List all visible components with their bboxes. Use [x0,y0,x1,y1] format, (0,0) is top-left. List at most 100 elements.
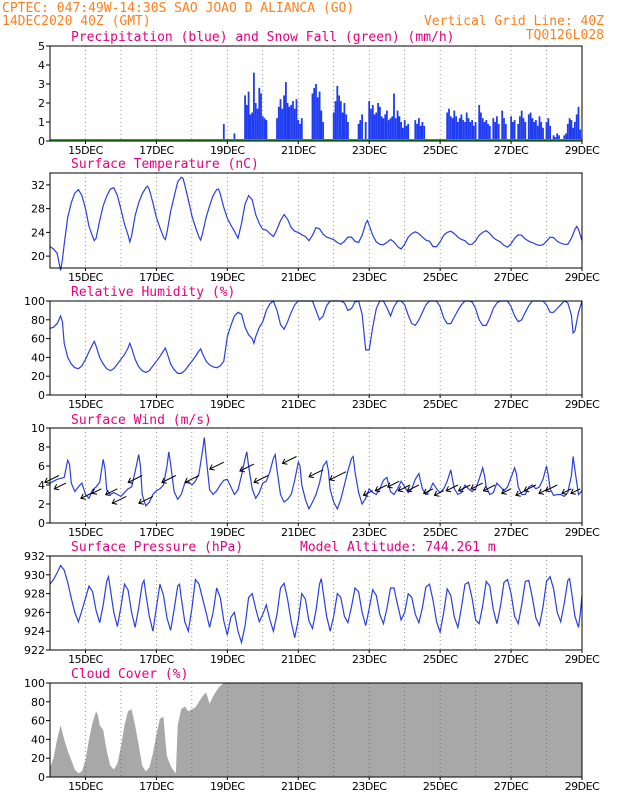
wind-arrow [80,492,93,500]
model-altitude-label: Model Altitude: 744.261 m [300,540,496,555]
wind-arrow [470,482,483,491]
temperature-panel: 20 24 28 32 15DEC 17DEC 19DEC 21DEC 23DEC 25DEC 27… [31,172,601,284]
precip-bar [570,120,573,141]
pressure-panel: 922 924 926 928 930 932 15DEC 17DEC 19DEC 21DEC 23… [24,550,601,666]
precip-bar [244,95,246,141]
precip-bar [575,114,578,141]
precip-bar [474,122,477,141]
wind-arrow-shaft [523,484,537,492]
precip-bar [556,133,559,141]
wind-arrow-head [329,475,335,482]
wind-arrow-shaft [138,495,154,504]
precip-bar [377,103,379,141]
precip-bar [465,112,468,141]
precip-bar [527,114,530,141]
precip-bar [451,118,454,141]
temperature-xtick-label: 15DEC [68,271,103,284]
precip-bar [222,123,225,141]
precip-bar [568,118,571,141]
precip-bar [260,93,262,141]
precip-bar [513,120,516,141]
precip-bar [448,108,450,141]
precip-bar [549,125,551,141]
precip-xtick-label: 19DEC [210,144,245,157]
precip-bar [464,122,466,141]
wind-arrow [406,484,420,493]
wind-arrow-head [523,486,530,493]
wind-arrow [422,488,434,495]
pressure-plot-area [50,556,582,650]
humidity-panel-title: Relative Humidity (%) [71,285,235,300]
precip-bar [359,120,362,141]
precip-bar [361,114,363,141]
wind-arrow [397,484,411,493]
humidity-frame [49,300,583,396]
precip-ytick-label: 3 [38,78,45,91]
cloud-frame [49,682,583,778]
precip-bar [384,114,387,141]
wind-arrow [362,490,373,497]
precip-bar [472,125,475,141]
precip-bar [538,116,541,141]
wind-arrow [523,484,537,493]
precip-bar [400,122,402,141]
pressure-ytick-label: 930 [24,569,45,582]
precip-bar [286,103,289,141]
precip-bar [249,114,252,141]
wind-arrow-head [374,486,381,493]
precip-bar [299,123,301,141]
precip-bar [285,82,287,141]
wind-ytick-label: 4 [38,479,45,492]
wind-ytick-label: 0 [38,517,45,530]
precip-bar [494,122,496,141]
wind-arrow [538,488,549,495]
wind-arrow-head [253,477,260,484]
precip-xtick-label: 17DEC [139,144,174,157]
temperature-plot-area [50,173,582,268]
humidity-xtick-label: 27DEC [494,398,529,411]
wind-arrow-shaft [54,482,67,490]
precip-bar [449,116,452,141]
wind-arrow [138,495,154,505]
wind-arrow [281,456,297,465]
wind-arrow-head [515,490,521,497]
cloud-ytick-label: 40 [31,733,45,746]
precip-bar [347,122,349,141]
pressure-xtick-label: 27DEC [494,653,529,666]
cloud-xtick-label: 19DEC [210,780,245,793]
wind-arrow [544,484,558,493]
pressure-ytick-label: 924 [24,625,45,638]
wind-arrow [386,480,400,489]
precip-bar [455,116,457,141]
precip-bar [457,122,459,141]
wind-arrow-head [538,488,544,495]
wind-arrow-head [308,471,315,479]
precip-bar [396,110,399,141]
wind-line [49,437,583,511]
wind-arrow-shaft [308,469,324,478]
temperature-panel-title: Surface Temperature (nC) [71,157,259,172]
precip-bar [379,106,381,141]
precip-panel: 0 1 2 3 4 5 15DEC 17DEC 19DEC 21DEC 23DEC 25DEC 27DE… [38,40,601,157]
header-run-time: 14DEC2020 40Z (GMT) [2,14,151,29]
precip-bar [387,120,390,141]
precip-bar [402,127,404,141]
cloud-ytick-label: 0 [38,771,45,784]
temperature-ytick-label: 24 [31,226,45,239]
precip-frame [49,45,583,142]
precip-bar [343,103,346,141]
cloud-xtick-label: 27DEC [494,780,529,793]
precip-bar [318,91,321,141]
precip-ytick-label: 1 [38,116,45,129]
pressure-xtick-label: 19DEC [210,653,245,666]
precip-ytick-label: 2 [38,97,45,110]
cloud-ytick-label: 60 [31,715,45,728]
temperature-xtick-label: 23DEC [352,271,387,284]
precip-bar [386,110,388,141]
wind-ytick-label: 6 [38,460,45,473]
wind-arrow-shaft [363,490,373,496]
humidity-xtick-label: 15DEC [68,398,103,411]
wind-arrow-shaft [458,484,471,492]
precip-xtick-label: 27DEC [494,144,529,157]
wind-xtick-label: 17DEC [139,526,174,539]
